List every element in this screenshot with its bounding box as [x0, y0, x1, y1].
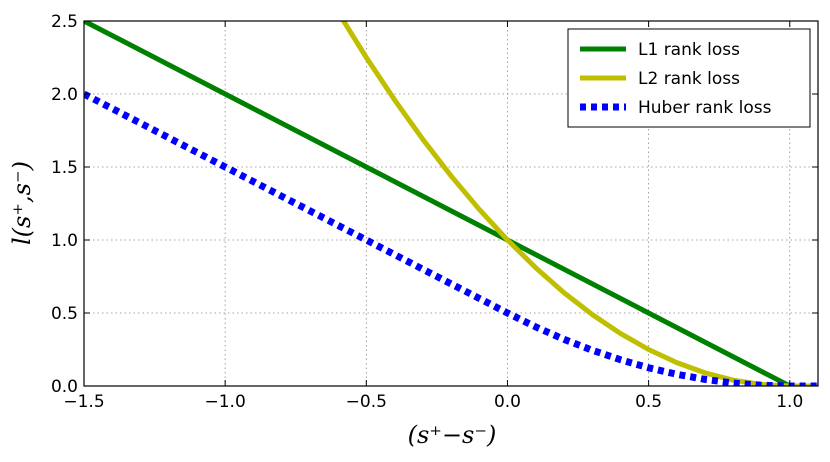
series-line-3	[84, 90, 818, 386]
ticks: −1.5 −1.0 −0.5 0.0 0.5 1.0 0.0 0.5 1.0 1.5 2.0 2.5	[51, 12, 818, 412]
x-tick-label: −1.0	[205, 392, 246, 412]
x-tick-label: 0.5	[635, 392, 662, 412]
y-tick-label: 1.5	[51, 158, 78, 178]
y-axis-label: l(s⁺,s⁻)	[8, 161, 36, 245]
x-tick-label: 1.0	[776, 392, 803, 412]
y-tick-label: 2.5	[51, 12, 78, 32]
series-layer	[84, 21, 818, 386]
x-axis-label: (s⁺−s⁻)	[408, 421, 497, 449]
legend: L1 rank loss L2 rank loss Huber rank loss	[567, 28, 811, 128]
plot-frame	[83, 20, 819, 387]
legend-label-2: L2 rank loss	[638, 69, 740, 89]
y-tick-label: 2.0	[51, 85, 78, 105]
x-tick-label: 0.0	[494, 392, 521, 412]
y-tick-label: 1.0	[51, 231, 78, 251]
y-tick-label: 0.0	[51, 377, 78, 397]
x-tick-label: −0.5	[346, 392, 387, 412]
x-tick-label: −1.5	[63, 392, 104, 412]
y-tick-label: 0.5	[51, 304, 78, 324]
legend-label-1: L1 rank loss	[638, 40, 740, 60]
legend-label-3: Huber rank loss	[638, 98, 772, 118]
